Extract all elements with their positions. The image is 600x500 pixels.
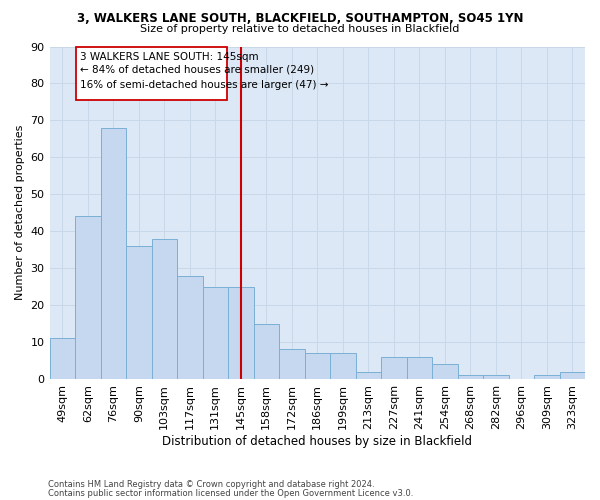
Bar [50,338,75,379]
Text: 16% of semi-detached houses are larger (47) →: 16% of semi-detached houses are larger (… [80,80,329,90]
Bar [432,364,458,379]
Bar [483,376,509,379]
Y-axis label: Number of detached properties: Number of detached properties [15,125,25,300]
Bar [76,46,227,100]
Bar [458,376,483,379]
Bar [560,372,585,379]
Text: 3 WALKERS LANE SOUTH: 145sqm: 3 WALKERS LANE SOUTH: 145sqm [80,52,259,62]
Bar [177,276,203,379]
Bar [228,286,254,379]
Text: Contains public sector information licensed under the Open Government Licence v3: Contains public sector information licen… [48,490,413,498]
Bar [305,353,330,379]
Bar [203,286,228,379]
Text: 3, WALKERS LANE SOUTH, BLACKFIELD, SOUTHAMPTON, SO45 1YN: 3, WALKERS LANE SOUTH, BLACKFIELD, SOUTH… [77,12,523,24]
Bar [330,353,356,379]
Bar [75,216,101,379]
Bar [279,350,305,379]
Bar [381,357,407,379]
Bar [152,238,177,379]
Bar [101,128,126,379]
Text: Size of property relative to detached houses in Blackfield: Size of property relative to detached ho… [140,24,460,34]
Text: ← 84% of detached houses are smaller (249): ← 84% of detached houses are smaller (24… [80,65,314,75]
X-axis label: Distribution of detached houses by size in Blackfield: Distribution of detached houses by size … [162,434,472,448]
Bar [254,324,279,379]
Text: Contains HM Land Registry data © Crown copyright and database right 2024.: Contains HM Land Registry data © Crown c… [48,480,374,489]
Bar [356,372,381,379]
Bar [407,357,432,379]
Bar [126,246,152,379]
Bar [534,376,560,379]
